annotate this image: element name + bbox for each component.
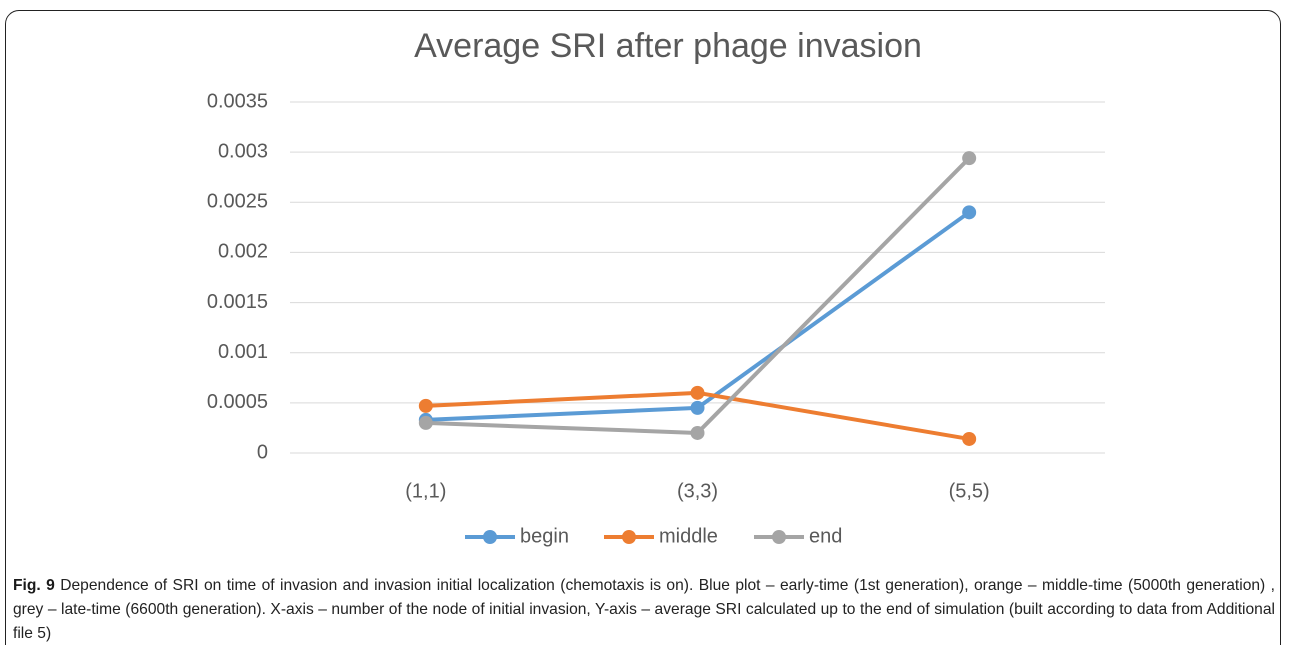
y-tick-label: 0.003 xyxy=(218,140,268,162)
x-tick-label: (1,1) xyxy=(405,480,446,502)
caption: Fig. 9 Dependence of SRI on time of inva… xyxy=(13,574,1275,645)
point-marker xyxy=(690,385,705,400)
point-marker xyxy=(962,205,977,220)
legend-marker xyxy=(772,530,786,544)
chart: Average SRI after phage invasion 0 0.0005… xyxy=(207,27,1105,547)
legend-marker xyxy=(483,530,497,544)
legend-label: end xyxy=(809,525,842,547)
y-tick-label: 0.001 xyxy=(218,341,268,363)
figure-frame xyxy=(5,10,1281,645)
point-marker xyxy=(418,415,433,430)
caption-text: Dependence of SRI on time of invasion an… xyxy=(13,577,1275,642)
point-marker xyxy=(690,400,705,415)
point-marker xyxy=(962,431,977,446)
point-marker xyxy=(962,151,977,166)
y-tick-label: 0.0025 xyxy=(207,191,268,213)
caption-label: Fig. 9 xyxy=(13,577,55,594)
x-tick-label: (5,5) xyxy=(949,480,990,502)
y-tick-label: 0.0005 xyxy=(207,391,268,413)
y-tick-label: 0 xyxy=(257,441,268,463)
x-tick-label: (3,3) xyxy=(677,480,718,502)
legend-label: middle xyxy=(659,525,718,547)
y-tick-label: 0.0035 xyxy=(207,90,268,112)
y-tick-label: 0.0015 xyxy=(207,291,268,313)
legend-marker xyxy=(622,530,636,544)
chart-title: Average SRI after phage invasion xyxy=(414,27,922,65)
point-marker xyxy=(418,398,433,413)
legend-label: begin xyxy=(520,525,569,547)
point-marker xyxy=(690,425,705,440)
y-tick-label: 0.002 xyxy=(218,241,268,263)
